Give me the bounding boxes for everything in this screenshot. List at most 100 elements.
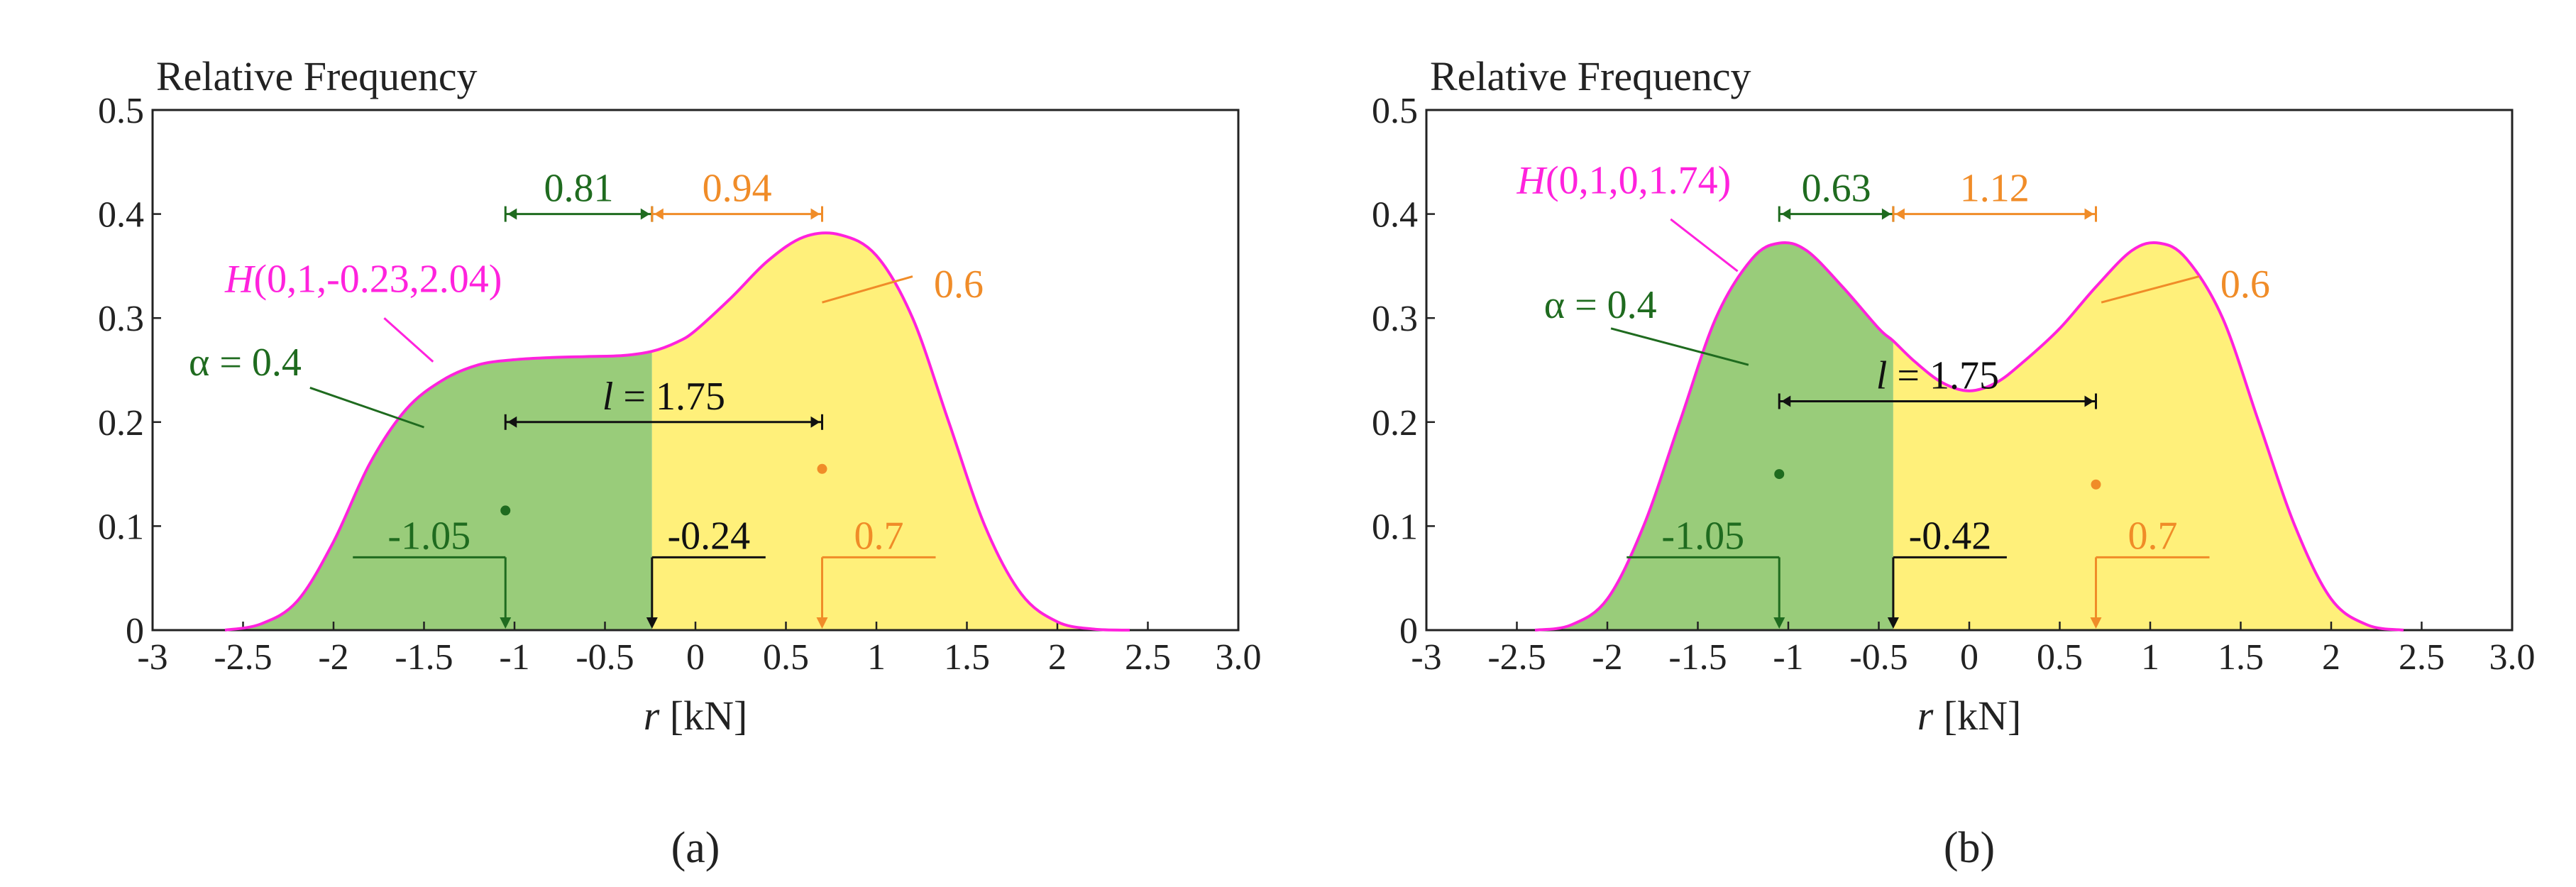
x-tick-label: 3.0 xyxy=(2489,637,2536,678)
marker-value-label: -1.05 xyxy=(1661,514,1744,558)
curve-label: H(0,1,0,1.74) xyxy=(1517,158,1732,202)
x-axis-label: r [kN] xyxy=(644,693,748,739)
x-tick-label: 0 xyxy=(686,637,705,678)
l-variable: l xyxy=(602,375,614,419)
y-tick-label: 0.1 xyxy=(1372,507,1418,547)
orange-point xyxy=(817,463,827,474)
marker-value-label: -0.42 xyxy=(1909,514,1992,558)
y-tick-label: 0.1 xyxy=(98,507,144,547)
green-interval-arrow-left xyxy=(507,208,517,220)
x-tick-label: 2.5 xyxy=(2399,637,2445,678)
orange-interval-arrow-right xyxy=(2084,208,2094,220)
orange-interval-arrow-right xyxy=(810,208,820,220)
density-curve xyxy=(224,231,1130,632)
marker-arrowhead xyxy=(500,617,512,629)
x-tick-label: -1.5 xyxy=(395,637,453,678)
curve-label: H(0,1,-0.23,2.04) xyxy=(224,258,502,302)
orange-interval-label: 1.12 xyxy=(1960,167,2030,211)
x-tick-label: 1 xyxy=(2141,637,2159,678)
green-interval-arrow-right xyxy=(640,208,650,220)
x-tick-label: 0.5 xyxy=(2037,637,2083,678)
x-tick-label: 3.0 xyxy=(1216,637,1262,678)
right-mass-label: 0.6 xyxy=(2220,263,2270,307)
y-tick-label: 0.3 xyxy=(1372,299,1418,339)
green-interval-arrow-right xyxy=(1881,208,1891,220)
x-tick-label: -1 xyxy=(1773,637,1803,678)
marker-arrowhead xyxy=(2090,617,2102,629)
x-axis-unit: [kN] xyxy=(659,693,747,739)
curve-label-symbol: H xyxy=(224,258,255,302)
x-tick-label: -2.5 xyxy=(214,637,272,678)
l-interval-label: l = 1.75 xyxy=(1876,353,1999,397)
chart-panel-b: -3 -2.5 -2 -1.5 -1 -0.5 0 0.5 1 1.5 2 2.5 3.0 0 0.1 0.2… xyxy=(1372,53,2536,872)
green-area-alpha xyxy=(1535,242,1893,630)
orange-interval-arrow-left xyxy=(1895,208,1905,220)
curve-label-params: (0,1,-0.23,2.04) xyxy=(253,258,502,302)
green-interval-arrow-left xyxy=(1781,208,1791,220)
l-interval-arrow-left xyxy=(507,416,517,428)
x-tick-label: -1 xyxy=(499,637,529,678)
green-point xyxy=(500,505,511,516)
x-tick-label: -1.5 xyxy=(1668,637,1727,678)
y-tick-label: 0.5 xyxy=(98,91,144,131)
y-tick-label: 0.3 xyxy=(98,299,144,339)
marker-value-label: -0.24 xyxy=(667,514,750,558)
chart-panel-a: -3 -2.5 -2 -1.5 -1 -0.5 0 0.5 1 1.5 2 2.5 3.0 0 0.1 0.2… xyxy=(98,53,1262,872)
marker-arrowhead xyxy=(1887,617,1899,629)
orange-point xyxy=(2091,479,2101,490)
x-tick-label: 2.5 xyxy=(1125,637,1171,678)
yellow-area xyxy=(1893,242,2404,630)
l-interval-arrow-left xyxy=(1781,395,1791,407)
x-tick-label: -3 xyxy=(1411,637,1441,678)
green-point xyxy=(1774,469,1785,480)
x-tick-label: 0 xyxy=(1960,637,1978,678)
x-tick-label: -2.5 xyxy=(1487,637,1546,678)
x-tick-label: 0.5 xyxy=(763,637,809,678)
x-tick-label: -0.5 xyxy=(576,637,634,678)
y-tick-label: 0.2 xyxy=(98,403,144,444)
y-tick-label: 0.4 xyxy=(1372,195,1418,236)
x-tick-label: 1.5 xyxy=(2218,637,2264,678)
y-tick-label: 0.5 xyxy=(1372,91,1418,131)
marker-value-label: -1.05 xyxy=(387,514,470,558)
x-tick-label: -2 xyxy=(1592,637,1622,678)
yellow-area xyxy=(651,233,1130,630)
alpha-leader xyxy=(1610,327,1749,366)
x-tick-label: 2 xyxy=(2322,637,2340,678)
marker-value-label: 0.7 xyxy=(854,514,904,558)
y-tick-label: 0.2 xyxy=(1372,403,1418,444)
marker-arrowhead xyxy=(816,617,828,629)
x-axis-variable: r xyxy=(1917,693,1934,739)
l-interval-arrow-right xyxy=(810,416,820,428)
x-axis-variable: r xyxy=(644,693,660,739)
y-tick-label: 0.4 xyxy=(98,195,144,236)
curve-label-symbol: H xyxy=(1517,158,1548,202)
alpha-leader xyxy=(309,387,424,429)
orange-interval-label: 0.94 xyxy=(703,167,772,211)
y-axis-title: Relative Frequency xyxy=(1430,53,1751,99)
green-interval-label: 0.63 xyxy=(1802,167,1871,211)
y-axis-title: Relative Frequency xyxy=(156,53,478,99)
panel-label: (a) xyxy=(671,824,720,872)
x-tick-label: 1 xyxy=(867,637,886,678)
right-mass-leader xyxy=(2101,275,2200,304)
curve-label-leader xyxy=(383,317,434,363)
l-value: = 1.75 xyxy=(613,375,725,419)
l-interval-label: l = 1.75 xyxy=(602,375,725,419)
y-tick-label: 0 xyxy=(126,611,144,651)
l-value: = 1.75 xyxy=(1887,353,1999,397)
marker-value-label: 0.7 xyxy=(2128,514,2178,558)
x-tick-label: -3 xyxy=(137,637,167,678)
orange-interval-arrow-left xyxy=(654,208,664,220)
x-tick-label: -2 xyxy=(318,637,348,678)
alpha-label: α = 0.4 xyxy=(1544,283,1657,327)
right-mass-label: 0.6 xyxy=(934,263,984,307)
x-axis-unit: [kN] xyxy=(1933,693,2021,739)
density-curve xyxy=(1534,241,2404,632)
marker-arrowhead xyxy=(1773,617,1785,629)
y-tick-label: 0 xyxy=(1399,611,1418,651)
marker-arrowhead xyxy=(646,617,658,629)
curve-label-params: (0,1,0,1.74) xyxy=(1546,158,1731,202)
